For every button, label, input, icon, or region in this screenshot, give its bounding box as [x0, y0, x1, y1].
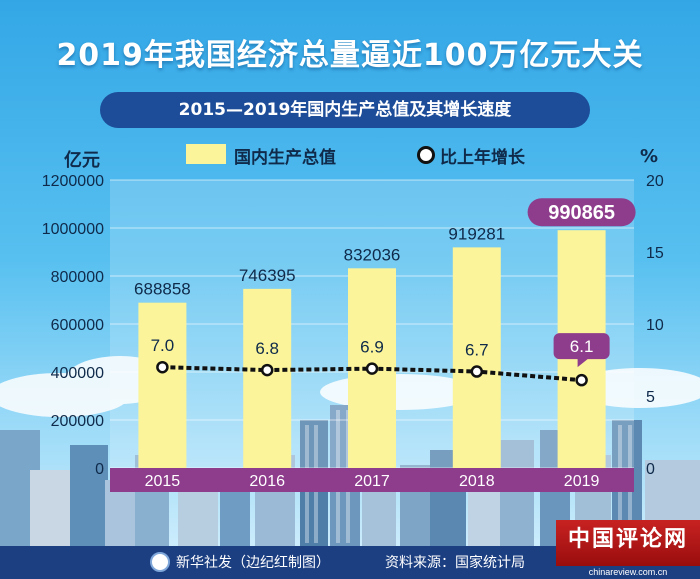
- x-tick-label: 2017: [354, 473, 390, 490]
- chart-subtitle: 2015—2019年国内生产总值及其增长速度: [100, 92, 590, 128]
- y2-tick-label: 0: [646, 461, 655, 478]
- x-axis-band: [110, 468, 634, 492]
- gdp-value-label: 919281: [448, 224, 505, 243]
- growth-value-label: 6.9: [360, 338, 384, 357]
- gdp-bar: [138, 302, 187, 468]
- watermark-url: chinareview.com.cn: [588, 567, 668, 577]
- y2-tick-label: 10: [646, 317, 664, 334]
- gdp-value-label: 746395: [239, 266, 296, 285]
- xinhua-logo-icon: [150, 552, 170, 572]
- gdp-bar: [452, 247, 501, 468]
- growth-value-label: 6.1: [570, 337, 594, 356]
- y-tick-label: 800000: [51, 269, 104, 286]
- footer-source: 资料来源：国家统计局: [385, 555, 525, 571]
- growth-point: [156, 360, 169, 374]
- watermark-logo: [556, 520, 700, 566]
- x-tick-label: 2016: [249, 473, 285, 490]
- gdp-bar: [243, 288, 292, 468]
- footer-credit: 新华社发（边纪红制图）: [176, 555, 330, 571]
- growth-callout: [553, 333, 610, 368]
- legend-line-marker: [417, 146, 435, 164]
- gdp-value-label: 832036: [344, 245, 401, 264]
- growth-point: [365, 362, 379, 375]
- x-tick-label: 2019: [564, 473, 600, 490]
- y2-tick-label: 15: [646, 245, 664, 262]
- y2-tick-label: 20: [646, 173, 664, 190]
- y-tick-label: 400000: [51, 365, 104, 382]
- page-title: 2019年我国经济总量逼近100万亿元大关: [56, 38, 644, 73]
- x-tick-label: 2015: [145, 473, 181, 490]
- right-axis-unit: %: [640, 146, 659, 167]
- y-tick-label: 0: [95, 461, 104, 478]
- gdp-value-label: 688858: [134, 280, 191, 299]
- watermark-name: 中国评论网: [567, 527, 688, 552]
- growth-point: [260, 363, 274, 377]
- y-tick-label: 1000000: [42, 221, 104, 238]
- growth-value-label: 6.7: [465, 341, 489, 360]
- legend-bar-label: 国内生产总值: [234, 148, 336, 168]
- growth-point: [575, 373, 588, 387]
- y-tick-label: 600000: [51, 317, 104, 334]
- legend-bar-swatch: [186, 144, 226, 164]
- highlight-label-bg: [527, 198, 636, 227]
- y2-tick-label: 5: [646, 389, 655, 406]
- y-tick-label: 200000: [51, 413, 104, 430]
- legend-line-label: 比上年增长: [440, 148, 525, 168]
- growth-value-label: 7.0: [151, 336, 175, 355]
- growth-value-label: 6.8: [255, 339, 279, 358]
- left-axis-unit: 亿元: [64, 150, 100, 171]
- y-tick-label: 1200000: [42, 173, 104, 190]
- x-tick-label: 2018: [459, 473, 495, 490]
- gdp-value-label: 990865: [548, 202, 615, 224]
- growth-point: [470, 365, 484, 378]
